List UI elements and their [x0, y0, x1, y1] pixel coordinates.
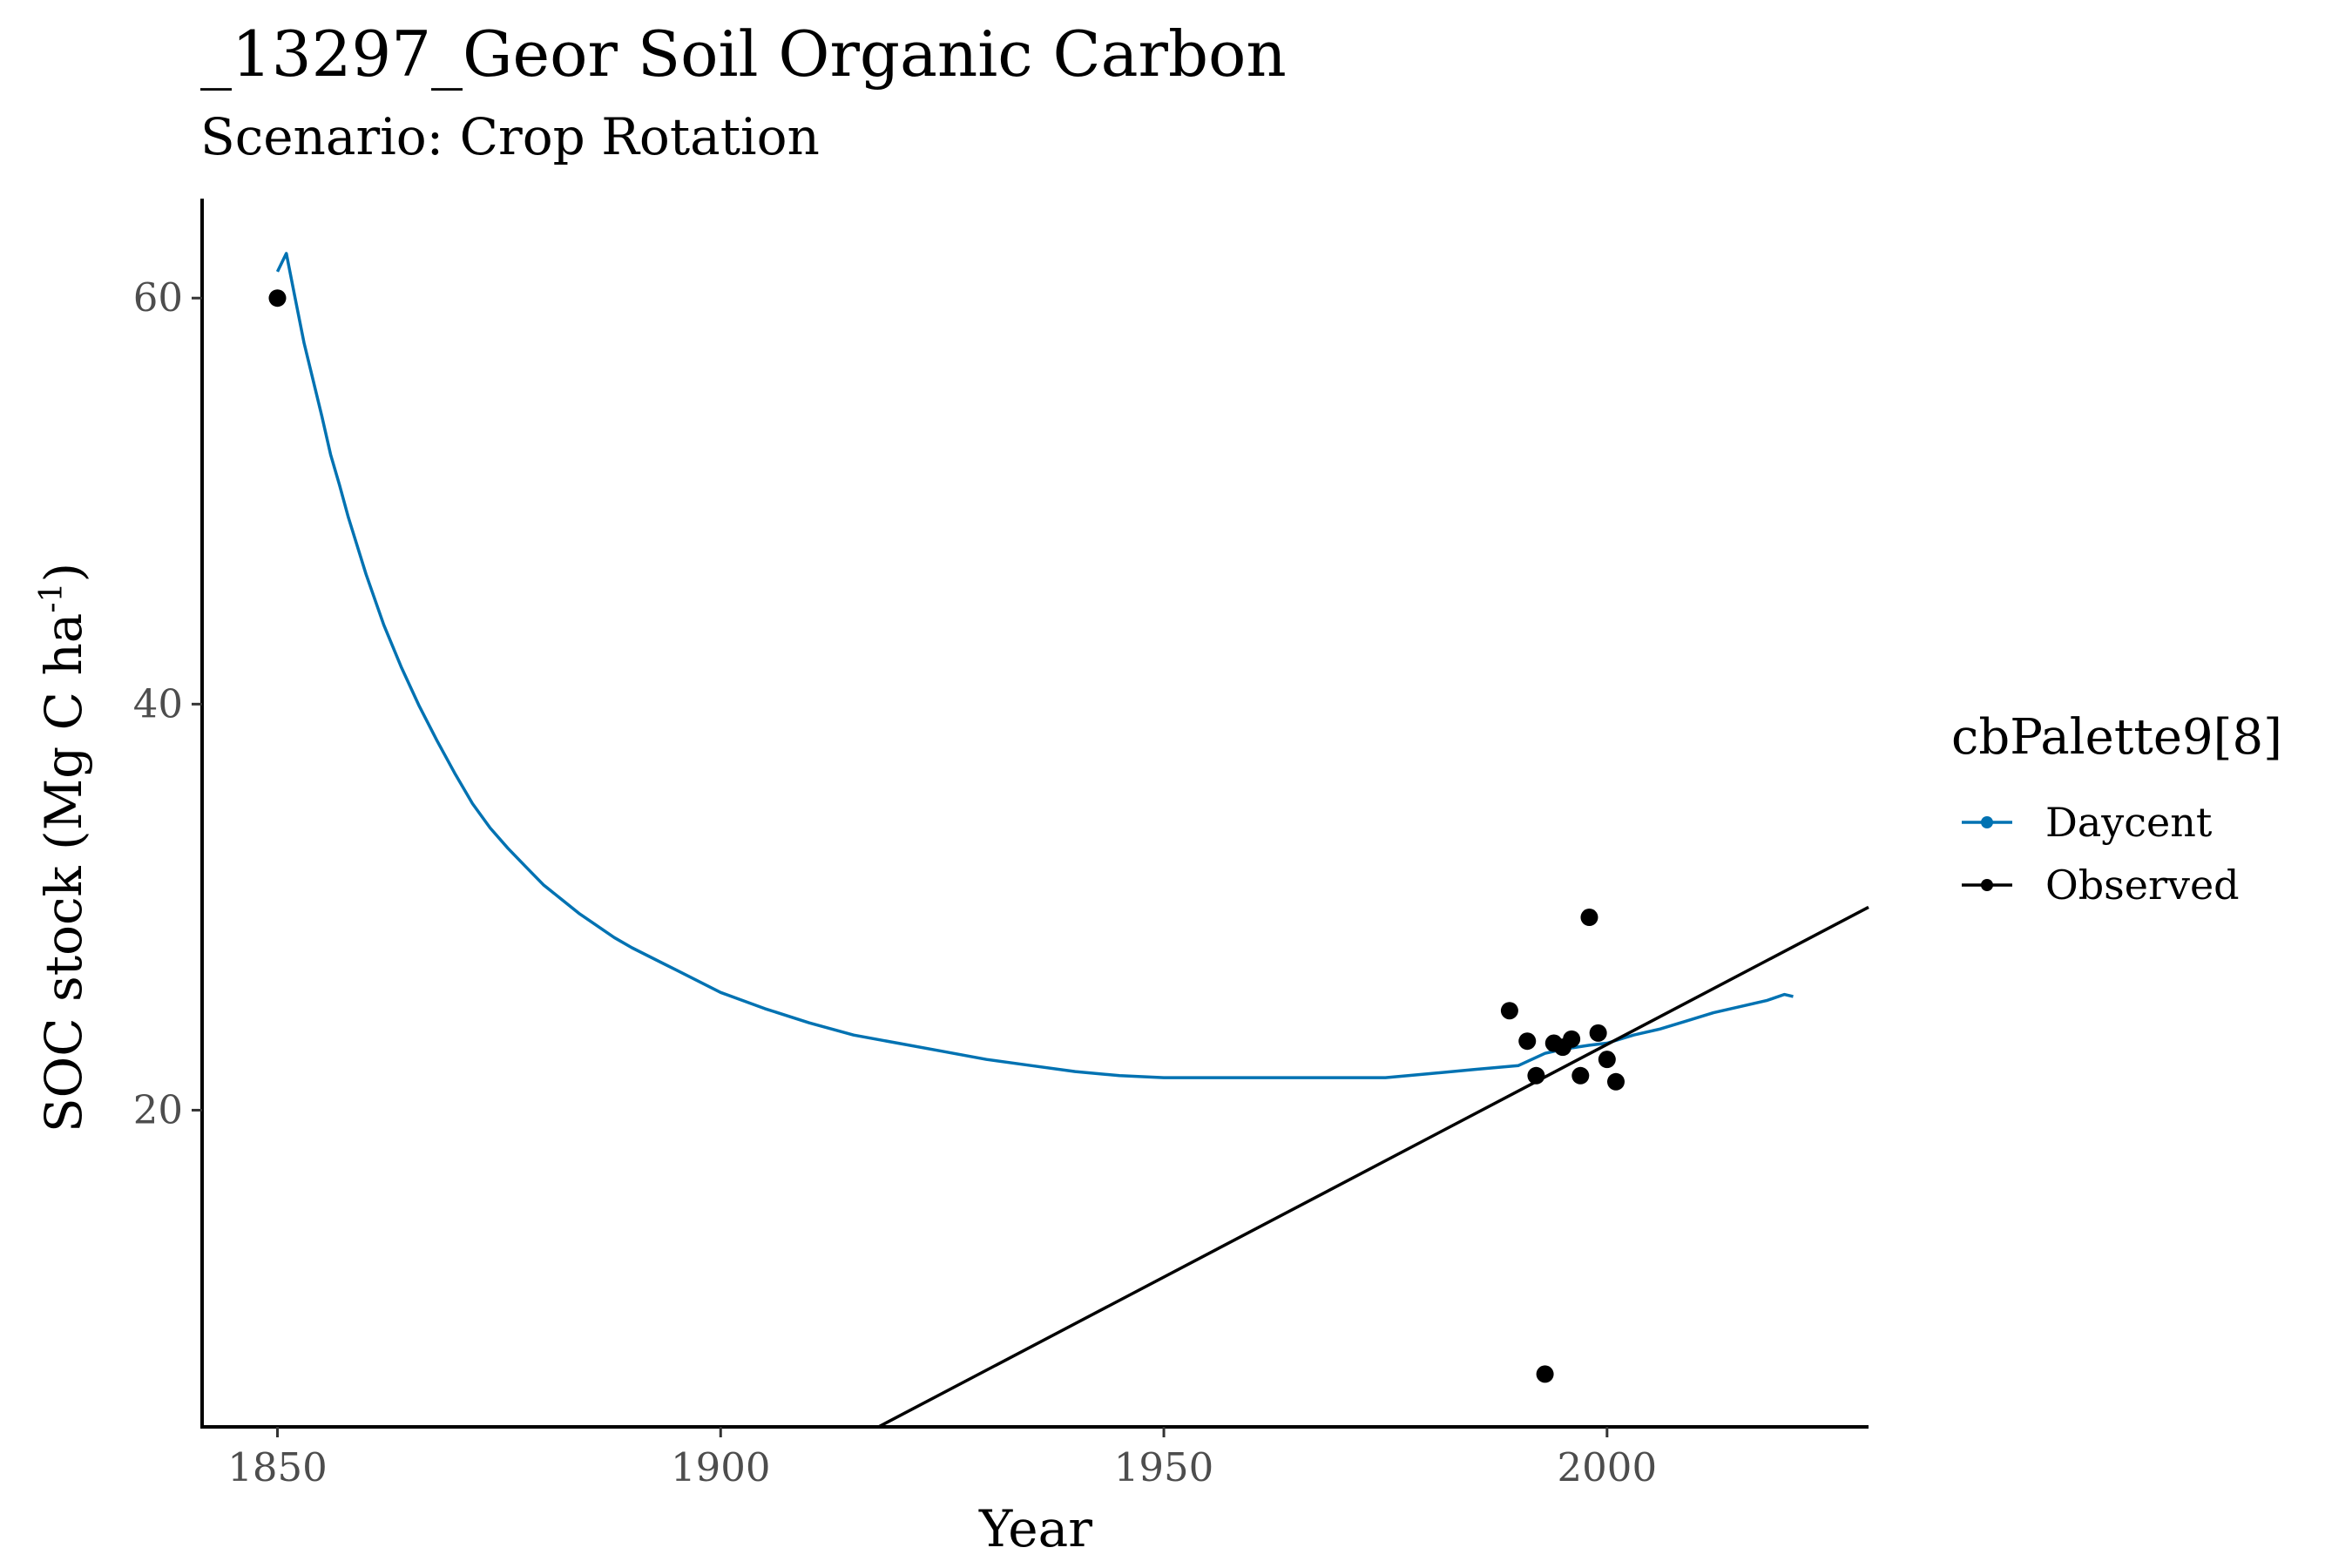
legend-key-point-daycent: [1981, 816, 1993, 828]
y-tick-label: 20: [133, 1086, 183, 1132]
legend-title: cbPalette9[8]: [1951, 709, 2282, 766]
x-tick-label: 1950: [1114, 1444, 1214, 1490]
series-line-observed-trend: [877, 905, 1869, 1429]
x-tick-label: 2000: [1558, 1444, 1658, 1490]
data-point-observed: [1606, 1072, 1625, 1091]
x-tick-label: 1900: [671, 1444, 771, 1490]
chart-title: _13297_Geor Soil Organic Carbon: [200, 17, 1287, 91]
legend: cbPalette9[8] Daycent Observed: [1951, 709, 2282, 909]
y-axis-ticks: 20 40 60: [133, 274, 202, 1132]
data-point-observed: [1563, 1030, 1581, 1048]
x-tick-label: 1850: [227, 1444, 328, 1490]
plot-area: 20 40 60 1850 1900 1950 2000: [133, 199, 1869, 1490]
data-point-observed: [1500, 1002, 1518, 1020]
series-line-daycent: [275, 252, 1794, 1079]
y-axis-title-close: ): [34, 563, 93, 583]
y-tick-label: 40: [133, 680, 183, 727]
data-point-observed: [1598, 1051, 1616, 1069]
data-point-observed: [1589, 1024, 1607, 1042]
y-axis-title-superscript: -1: [34, 583, 70, 613]
legend-item-daycent: Daycent: [1962, 799, 2213, 846]
legend-label-observed: Observed: [2045, 862, 2240, 909]
data-point-observed: [268, 289, 287, 308]
data-point-observed: [1536, 1365, 1554, 1383]
y-axis-title: SOC stock (Mg C ha-1): [34, 563, 93, 1132]
y-tick-label: 60: [133, 274, 183, 321]
legend-key-point-observed: [1981, 879, 1993, 891]
x-axis-ticks: 1850 1900 1950 2000: [227, 1427, 1657, 1490]
series-layer: [268, 252, 1869, 1429]
x-axis-title: Year: [978, 1499, 1092, 1558]
legend-item-observed: Observed: [1962, 862, 2240, 909]
legend-label-daycent: Daycent: [2045, 799, 2213, 846]
y-axis-title-main: SOC stock (Mg C ha: [34, 613, 93, 1132]
data-point-observed: [1518, 1032, 1537, 1051]
chart-subtitle: Scenario: Crop Rotation: [200, 107, 820, 166]
data-point-observed: [1580, 909, 1598, 927]
data-point-observed: [1571, 1066, 1590, 1085]
y-axis-title-group: SOC stock (Mg C ha-1): [34, 563, 93, 1132]
